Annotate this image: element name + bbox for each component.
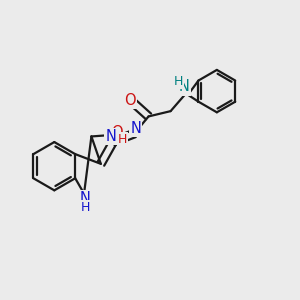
Text: O: O (111, 125, 122, 140)
Text: N: N (130, 121, 141, 136)
Text: H: H (118, 133, 127, 146)
Text: H: H (174, 75, 183, 88)
Text: N: N (79, 191, 90, 206)
Text: O: O (124, 93, 136, 108)
Text: N: N (179, 80, 190, 94)
Text: H: H (81, 201, 90, 214)
Text: N: N (105, 129, 116, 144)
